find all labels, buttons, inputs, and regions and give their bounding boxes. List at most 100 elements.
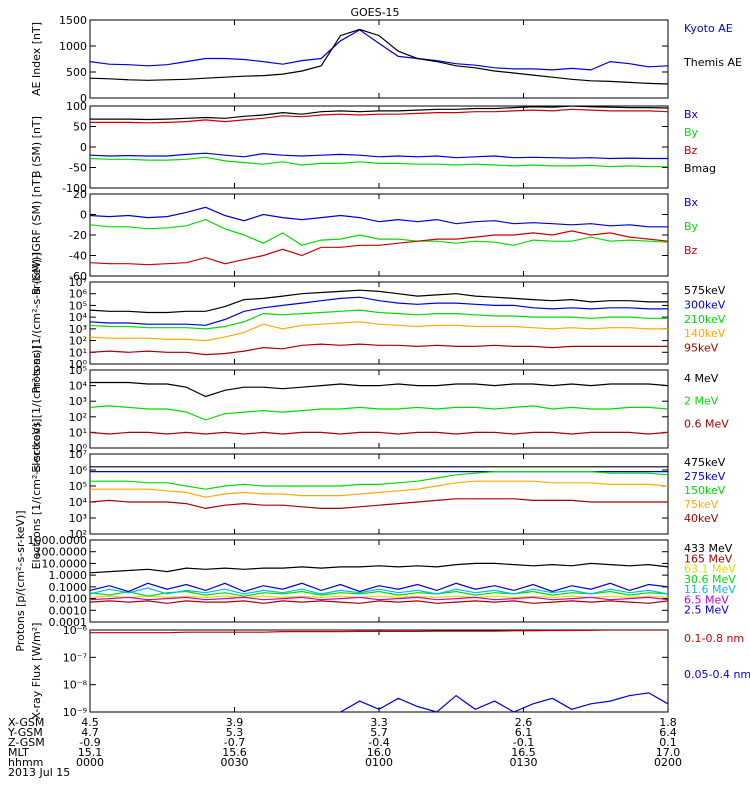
y-axis-label: Protons [p/(cm²-s-sr-keV)]	[14, 510, 27, 651]
legend-entry: 2.5 MeV	[684, 604, 729, 617]
y-tick-label: 100	[66, 100, 87, 113]
series-95kev	[90, 343, 668, 356]
legend-entry: 165 MeV	[684, 552, 733, 565]
series-bz	[90, 108, 668, 124]
footer-value: 4.7	[81, 726, 99, 739]
legend-entry: 0.1-0.8 nm	[684, 632, 744, 645]
series-0.6-mev	[90, 431, 668, 435]
y-tick-label: 20	[73, 188, 87, 201]
panel-electrons2: 10² 10³ 10⁴ 10⁵ 10⁶ 10⁷ Electrons [1/(cm²-s-sr…	[30, 419, 726, 570]
footer-value: 15.6	[222, 746, 247, 759]
y-tick-label: 0	[80, 141, 87, 154]
y-tick-label: 10⁵	[69, 480, 87, 493]
legend-entry: Kyoto AE	[684, 22, 733, 35]
y-tick-label: 0.0100	[49, 593, 88, 606]
footer-value: 0.1	[659, 736, 677, 749]
panel-frame	[89, 453, 669, 535]
series-165-mev	[90, 600, 668, 604]
footer-value: 0130	[510, 756, 538, 769]
footer-row-label: Z-GSM	[8, 736, 45, 749]
y-tick-label: 10.0000	[42, 557, 88, 570]
legend-entry: 210keV	[684, 313, 726, 326]
series-0.05-0.4-nm	[338, 692, 668, 712]
legend-entry: 75keV	[684, 498, 719, 511]
footer-value: 4.5	[81, 716, 99, 729]
series-210kev	[90, 309, 668, 330]
panel-ae: 0 500 1000 1500 AE Index [nT] Kyoto AE Themis …	[30, 14, 742, 105]
y-tick-label: 10⁵	[69, 299, 87, 312]
y-tick-label: 10⁶	[69, 464, 88, 477]
y-tick-label: 0	[80, 92, 87, 105]
footer-value: 5.7	[370, 726, 388, 739]
legend-entry: 150keV	[684, 484, 726, 497]
footer-value: 15.1	[78, 746, 103, 759]
legend-entry: 433 MeV	[684, 542, 733, 555]
y-tick-label: 0	[80, 209, 87, 222]
panel-frame	[89, 539, 669, 623]
y-tick-label: 10⁻⁹	[63, 706, 87, 719]
y-tick-label: 10⁷	[69, 276, 87, 289]
y-axis-label: B (SM) [nT]	[30, 116, 43, 178]
y-tick-label: 1000.0000	[28, 534, 88, 547]
legend-entry: By	[684, 220, 699, 233]
y-tick-label: 10⁻⁶	[63, 624, 88, 637]
legend-entry: 30.6 MeV	[684, 573, 736, 586]
y-tick-label: 1500	[59, 14, 87, 27]
y-axis-label: Electrons [1/(cm²-s-sr)]	[30, 345, 43, 472]
y-tick-label: 10¹	[69, 346, 87, 359]
legend-entry: 11.6 MeV	[684, 583, 736, 596]
y-axis-label: X-ray Flux [W/m²]	[30, 623, 43, 720]
y-tick-label: 10²	[69, 335, 87, 348]
series-0.1-0.8-nm	[90, 630, 668, 634]
y-tick-label: 1000	[59, 40, 87, 53]
series-by	[90, 218, 668, 246]
legend-entry: By	[684, 126, 699, 139]
footer-value: -0.9	[79, 736, 100, 749]
chart-title: GOES-15	[350, 6, 399, 19]
y-tick-label: 10⁶	[69, 288, 88, 301]
footer-value: 2.6	[515, 716, 533, 729]
y-tick-label: 10⁰	[69, 442, 88, 455]
legend-entry: 0.6 MeV	[684, 417, 729, 430]
series-11.6-mev	[90, 587, 668, 595]
footer-value: 5.3	[226, 726, 244, 739]
series-75kev	[90, 480, 668, 498]
y-tick-label: 0.0001	[49, 616, 88, 629]
y-tick-label: 10²	[69, 528, 87, 541]
y-tick-label: -100	[62, 182, 87, 195]
legend-entry: 575keV	[684, 284, 726, 297]
series-by	[90, 156, 668, 168]
y-tick-label: 10⁴	[69, 380, 88, 393]
y-tick-label: 10⁴	[69, 496, 88, 509]
footer-row-label: X-GSM	[8, 716, 44, 729]
y-tick-label: 10³	[69, 395, 87, 408]
footer-value: 0000	[76, 756, 104, 769]
footer-value: 6.4	[659, 726, 677, 739]
panel-frame	[89, 629, 669, 713]
panel-frame	[89, 19, 669, 99]
series-30.6-mev	[90, 590, 668, 597]
footer-value: 16.5	[511, 746, 536, 759]
legend-entry: Bx	[684, 108, 699, 121]
y-tick-label: 10³	[69, 323, 87, 336]
y-tick-label: 10³	[69, 512, 87, 525]
y-tick-label: 0.1000	[49, 581, 88, 594]
series-150kev	[90, 471, 668, 490]
series-6.5-mev	[90, 596, 668, 601]
panel-bsm: -100 -50 0 50 100 B (SM) [nT] Bx By Bz Bmag	[30, 100, 716, 195]
series-themis-ae	[90, 28, 668, 85]
y-tick-label: 500	[66, 66, 87, 79]
y-tick-label: -40	[69, 250, 87, 263]
legend-entry: Themis AE	[683, 56, 742, 69]
legend-entry: 63.1 MeV	[684, 563, 736, 576]
y-axis-label: B (SM)-IGRF (SM) [nT]	[30, 175, 43, 295]
legend-entry: 275keV	[684, 470, 726, 483]
y-tick-label: 10²	[69, 411, 87, 424]
series-bmag	[90, 106, 668, 121]
y-tick-label: 10⁰	[69, 358, 88, 371]
series-bx	[90, 152, 668, 160]
footer-date: 2013 Jul 15	[8, 766, 70, 779]
series-40kev	[90, 498, 668, 510]
